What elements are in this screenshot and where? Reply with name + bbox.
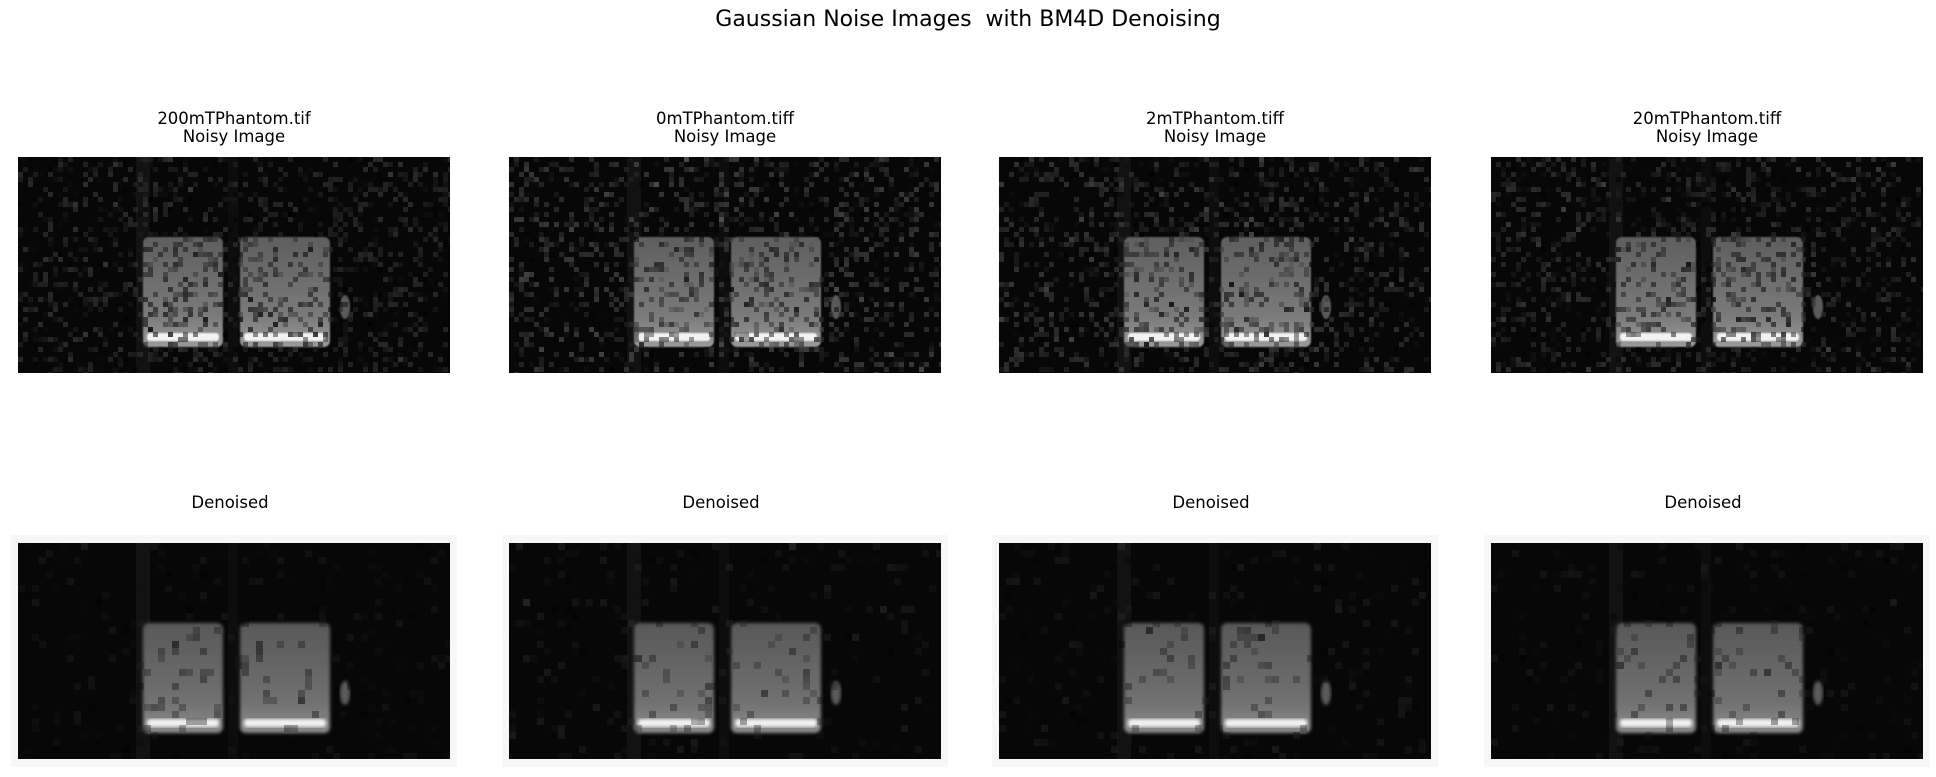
- vial-bright-band-1: [1620, 719, 1692, 727]
- noise-layer: [18, 157, 450, 373]
- denoised-image-2: [509, 543, 941, 759]
- denoised-title-4: Denoised: [1664, 493, 1742, 512]
- noisy-image-3: [999, 157, 1431, 373]
- denoised-image-3: [999, 543, 1431, 759]
- noisy-file-label-4: 20mTPhantom.tiff: [1632, 109, 1782, 128]
- phantom-content: [627, 543, 841, 759]
- vial-2: [1713, 237, 1803, 347]
- noise-layer: [999, 157, 1431, 373]
- denoised-image-4-render: [1491, 543, 1923, 759]
- noise-layer: [1491, 157, 1923, 373]
- vial-2: [1713, 623, 1803, 733]
- noisy-image-4-render: [1491, 157, 1923, 373]
- denoised-title-2: Denoised: [682, 493, 760, 512]
- noisy-image-2: [509, 157, 941, 373]
- noisy-file-label-2: 0mTPhantom.tiff: [656, 109, 794, 128]
- vial-1: [143, 623, 223, 733]
- vial-1: [1616, 623, 1696, 733]
- denoised-image-1-render: [18, 543, 450, 759]
- denoised-title-1: Denoised: [191, 493, 269, 512]
- vial-2: [240, 237, 330, 347]
- noisy-caption-2: Noisy Image: [673, 127, 777, 146]
- vial-2: [1221, 237, 1311, 347]
- noisy-image-3-render: [999, 157, 1431, 373]
- noise-layer: [999, 543, 1431, 759]
- noisy-image-1: [18, 157, 450, 373]
- vial-1: [1124, 623, 1204, 733]
- vial-bright-band-2: [1717, 719, 1799, 727]
- vial-2: [731, 623, 821, 733]
- noisy-caption-1: Noisy Image: [182, 127, 286, 146]
- vial-bright-band-2: [244, 719, 326, 727]
- vial-2: [1221, 623, 1311, 733]
- denoised-image-4: [1491, 543, 1923, 759]
- vial-bright-band-1: [638, 719, 710, 727]
- side-marker: [340, 681, 350, 705]
- denoised-title-3: Denoised: [1172, 493, 1250, 512]
- vial-1: [634, 623, 714, 733]
- noisy-file-label-3: 2mTPhantom.tiff: [1146, 109, 1284, 128]
- phantom-content: [1117, 543, 1331, 759]
- noisy-caption-3: Noisy Image: [1163, 127, 1267, 146]
- denoised-image-2-render: [509, 543, 941, 759]
- noisy-title-3: 2mTPhantom.tiff Noisy Image: [999, 110, 1431, 146]
- vial-bright-band-2: [1225, 719, 1307, 727]
- noisy-title-4: 20mTPhantom.tiff Noisy Image: [1491, 110, 1923, 146]
- noisy-image-1-render: [18, 157, 450, 373]
- noisy-title-1: 200mTPhantom.tif Noisy Image: [18, 110, 450, 146]
- noisy-title-2: 0mTPhantom.tiff Noisy Image: [509, 110, 941, 146]
- denoised-image-3-render: [999, 543, 1431, 759]
- vial-bright-band-1: [1128, 719, 1200, 727]
- phantom-content: [1609, 543, 1823, 759]
- noise-layer: [509, 543, 941, 759]
- noise-layer: [18, 543, 450, 759]
- side-marker: [1813, 681, 1823, 705]
- vial-bright-band-2: [735, 719, 817, 727]
- side-marker: [831, 681, 841, 705]
- noisy-caption-4: Noisy Image: [1655, 127, 1759, 146]
- phantom-content: [136, 543, 350, 759]
- vial-bright-band-1: [147, 719, 219, 727]
- denoised-image-1: [18, 543, 450, 759]
- side-marker: [1321, 681, 1331, 705]
- noisy-image-4: [1491, 157, 1923, 373]
- vial-2: [240, 623, 330, 733]
- noise-layer: [1491, 543, 1923, 759]
- noise-layer: [509, 157, 941, 373]
- noisy-image-2-render: [509, 157, 941, 373]
- figure-title: Gaussian Noise Images with BM4D Denoisin…: [715, 7, 1221, 32]
- noisy-file-label-1: 200mTPhantom.tif: [157, 109, 311, 128]
